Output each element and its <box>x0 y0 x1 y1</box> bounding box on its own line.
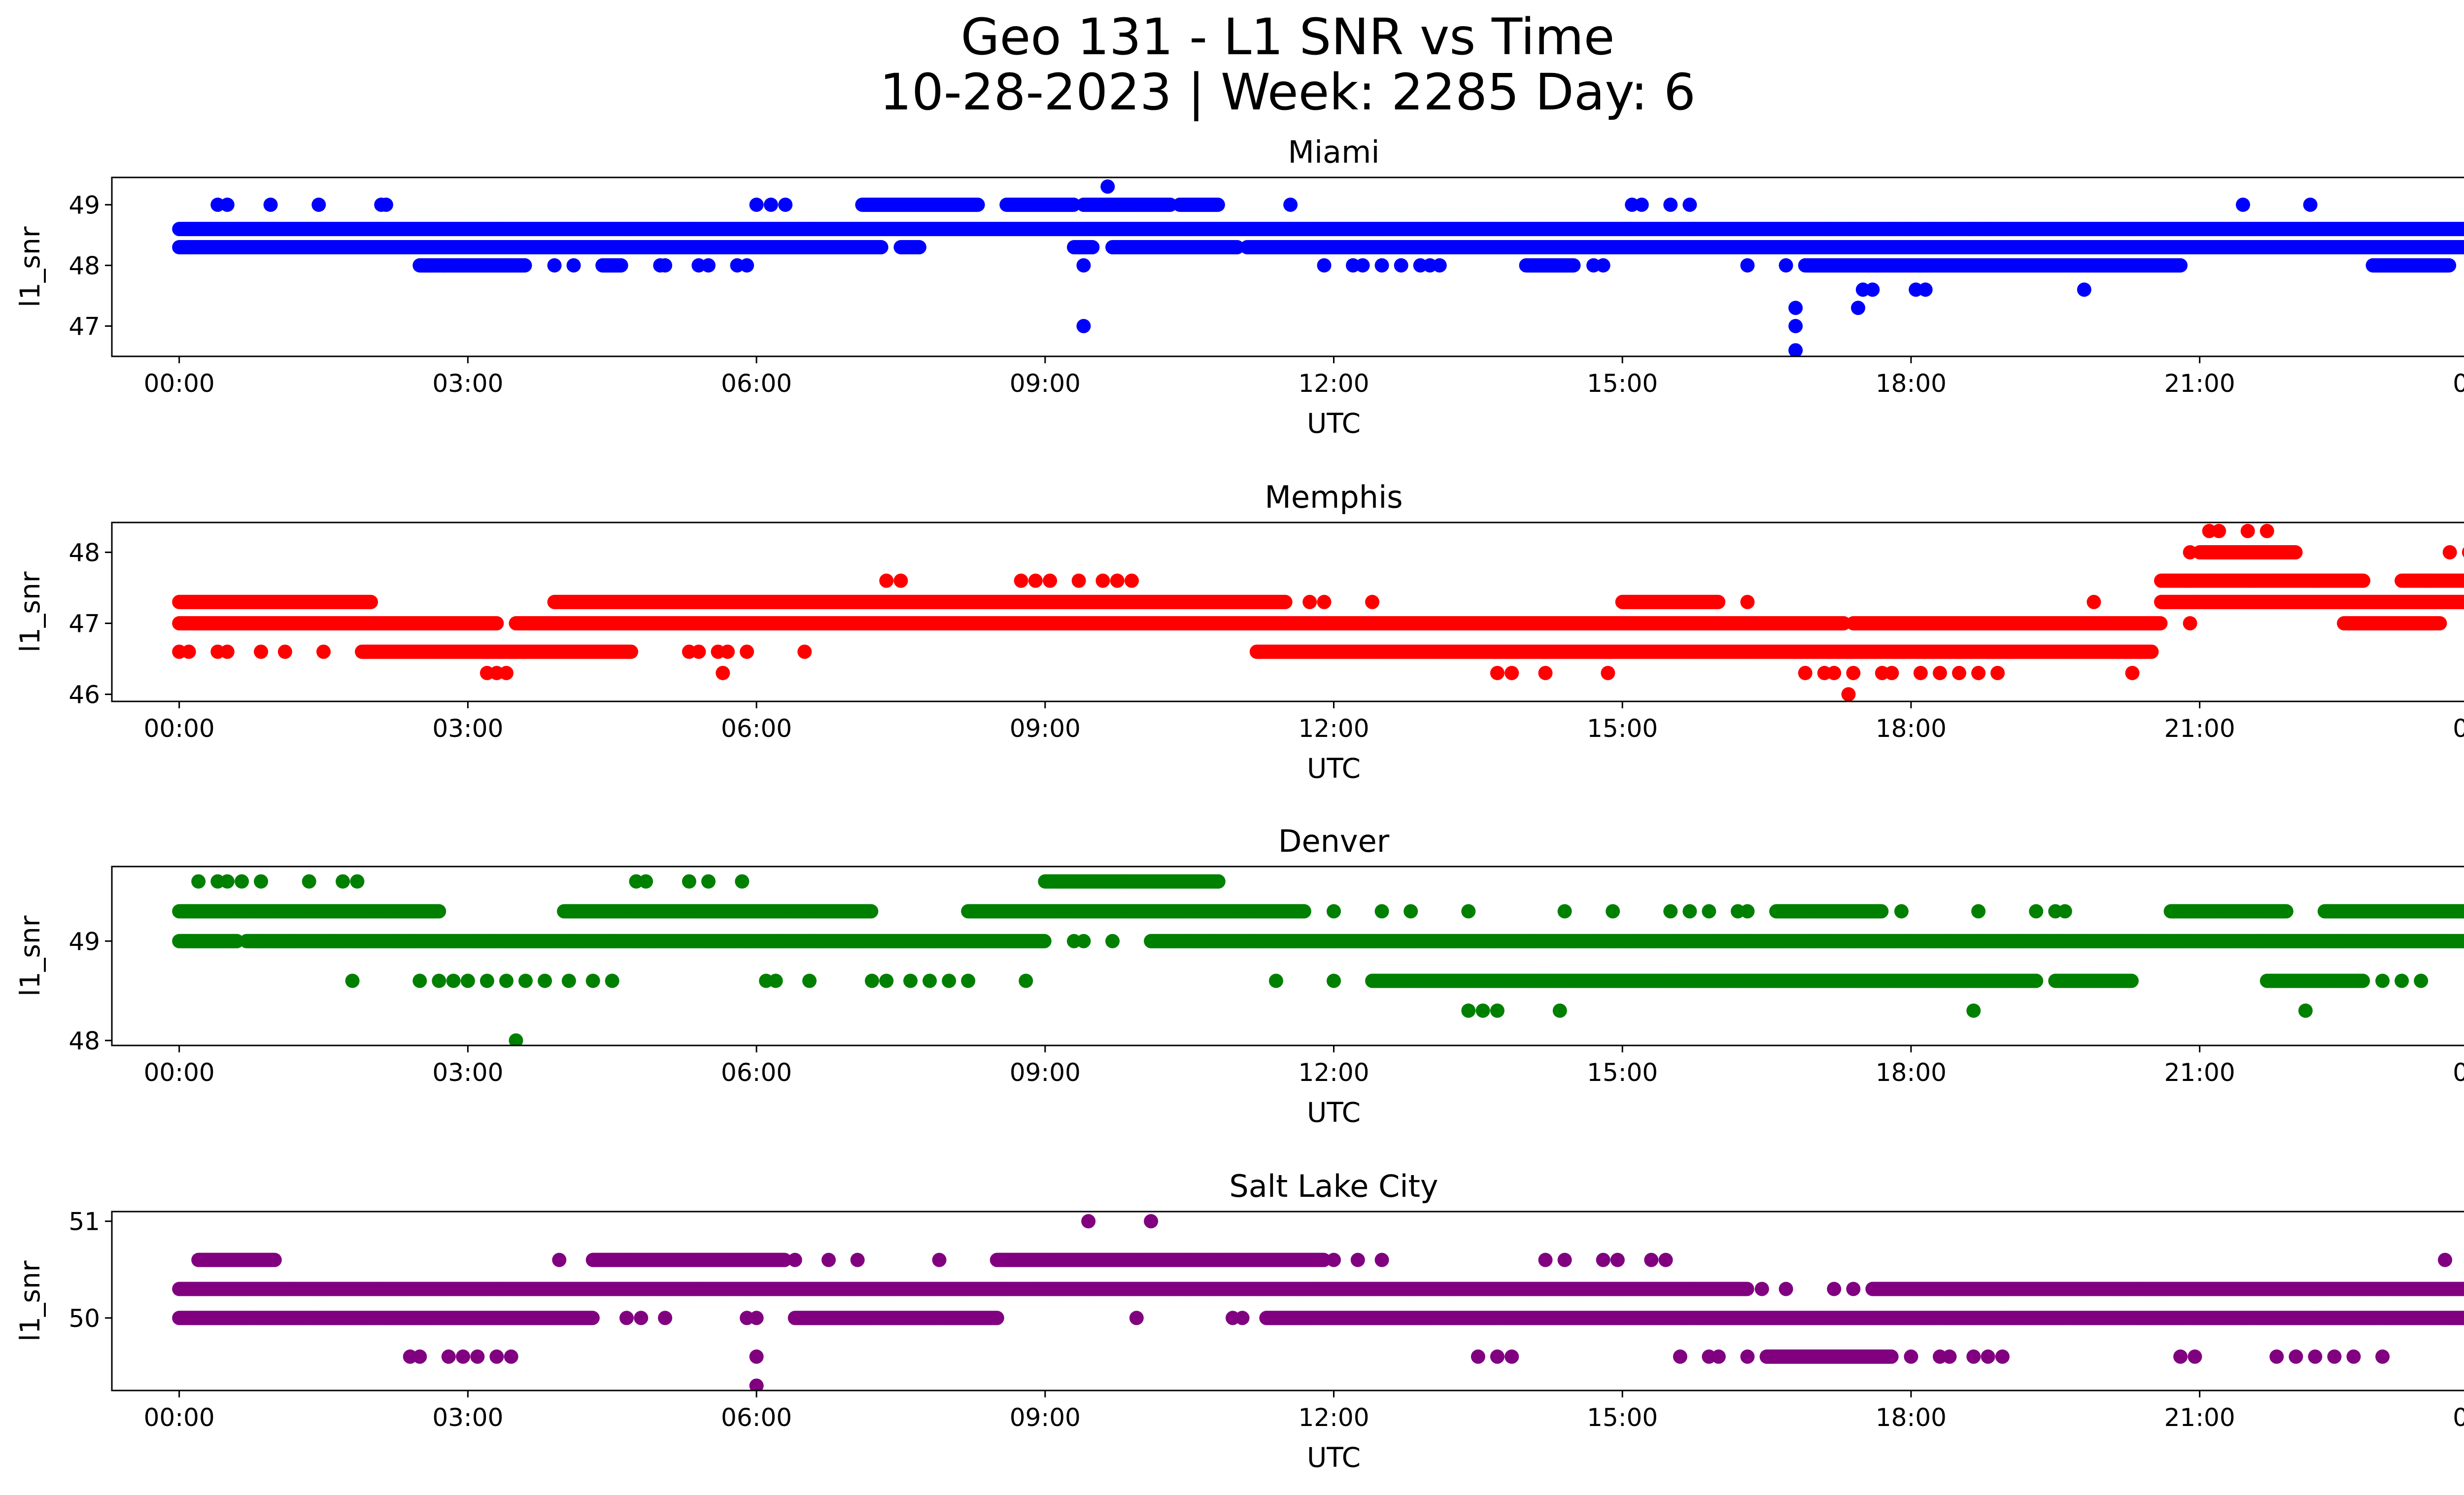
x-tick-label: 09:00 <box>1010 369 1081 398</box>
panel-title: Memphis <box>1265 479 1403 515</box>
figure-title: Geo 131 - L1 SNR vs Time <box>960 8 1615 67</box>
data-points <box>172 179 2464 356</box>
data-point <box>1085 240 1100 254</box>
data-point <box>1918 282 1933 297</box>
data-point <box>263 197 278 212</box>
figure-title-block: Geo 131 - L1 SNR vs Time 10-28-2023 | We… <box>0 10 2464 120</box>
data-point <box>220 197 235 212</box>
data-point <box>517 258 532 273</box>
data-point <box>499 258 513 273</box>
data-point <box>1851 301 1865 315</box>
data-point <box>1928 222 1943 237</box>
data-point <box>1663 197 1678 212</box>
x-tick-label: 21:00 <box>2164 369 2235 398</box>
data-point <box>479 258 494 273</box>
data-point <box>2442 258 2457 273</box>
x-tick-label: 15:00 <box>1587 369 1658 398</box>
data-point <box>1788 301 1803 315</box>
x-tick-label: 00:00 <box>2453 369 2464 398</box>
data-point <box>1355 258 1370 273</box>
data-point <box>1981 222 1995 237</box>
data-point <box>2236 197 2250 212</box>
data-point <box>701 258 716 273</box>
y-tick-label: 49 <box>68 191 100 219</box>
data-point <box>1210 197 1225 212</box>
y-tick-label: 47 <box>68 312 100 341</box>
data-point <box>1076 319 1091 333</box>
data-point <box>740 258 754 273</box>
data-point <box>437 258 451 273</box>
data-point <box>311 197 326 212</box>
data-point <box>1394 258 1408 273</box>
data-point <box>778 197 793 212</box>
y-tick-label: 48 <box>68 251 100 280</box>
data-point <box>970 197 985 212</box>
data-point <box>2173 258 2188 273</box>
data-point <box>451 258 466 273</box>
panel-title: Miami <box>1288 134 1379 170</box>
y-axis-label: l1_snr <box>14 226 46 307</box>
data-point <box>1788 319 1803 333</box>
data-point <box>1432 258 1447 273</box>
data-point <box>1283 197 1298 212</box>
data-point <box>1634 197 1649 212</box>
data-point <box>1100 179 1115 194</box>
data-point <box>1596 258 1610 273</box>
data-point <box>1884 222 1899 237</box>
x-tick-label: 18:00 <box>1876 369 1947 398</box>
data-point <box>1904 222 1918 237</box>
data-point <box>566 258 581 273</box>
data-points <box>172 523 2464 701</box>
data-point <box>763 197 778 212</box>
data-point <box>1779 258 1793 273</box>
x-tick-label: 12:00 <box>1298 369 1369 398</box>
data-point <box>749 197 764 212</box>
data-point <box>2077 282 2091 297</box>
x-tick-label: 03:00 <box>432 369 503 398</box>
data-point <box>1682 197 1697 212</box>
data-point <box>1076 258 1091 273</box>
data-point <box>658 258 673 273</box>
data-point <box>1566 258 1581 273</box>
x-axis-label: UTC <box>1307 408 1361 439</box>
data-point <box>1317 258 1332 273</box>
x-tick-label: 06:00 <box>721 369 792 398</box>
data-point <box>1961 222 1976 237</box>
figure-subtitle: 10-28-2023 | Week: 2285 Day: 6 <box>880 63 1696 122</box>
panel-1: Miami 00:00 03:00 06:00 09:00 12:00 15:00 18:00… <box>14 134 2464 439</box>
data-point <box>1865 282 1880 297</box>
data-point <box>874 240 889 254</box>
x-tick-label: 00:00 <box>144 369 215 398</box>
data-point <box>1846 222 1861 237</box>
data-point <box>1740 258 1755 273</box>
data-point <box>614 258 628 273</box>
data-point <box>1374 258 1389 273</box>
data-point <box>378 197 393 212</box>
data-point <box>2303 197 2318 212</box>
data-point <box>1918 258 1933 273</box>
data-point <box>912 240 926 254</box>
data-point <box>422 258 437 273</box>
data-point <box>1817 222 1832 237</box>
data-point <box>547 258 562 273</box>
data-point <box>1788 343 1803 356</box>
